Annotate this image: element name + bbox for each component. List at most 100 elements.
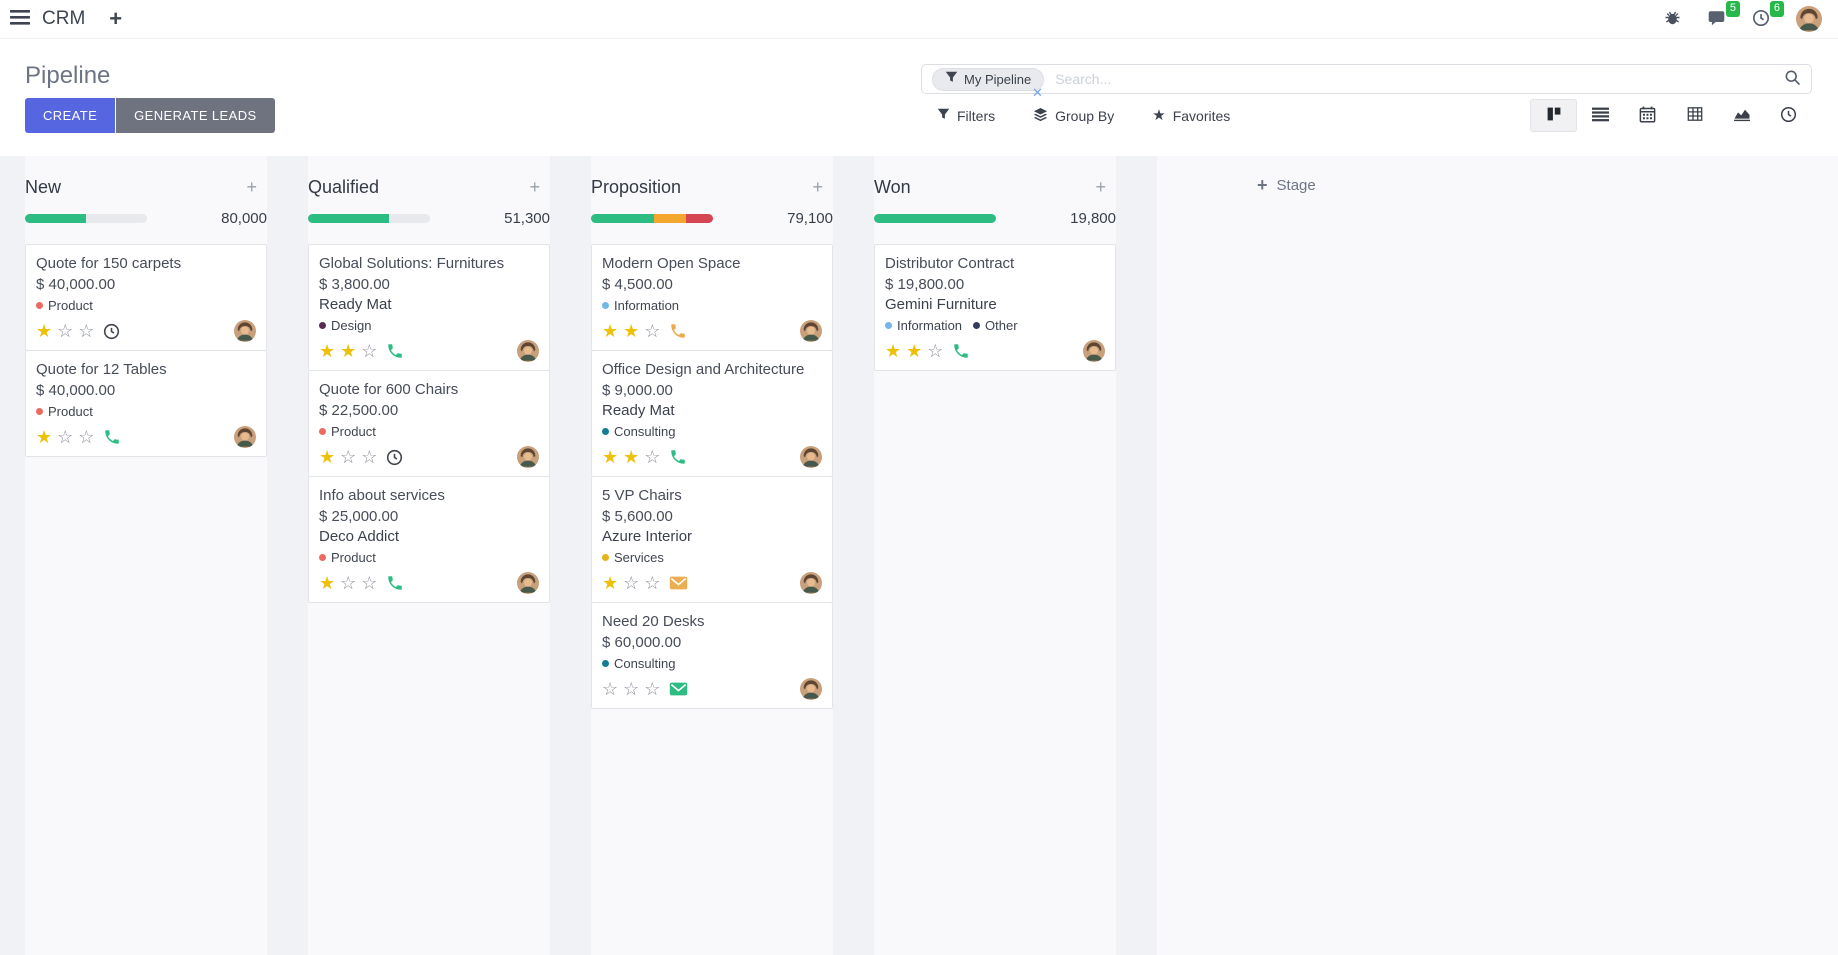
- search-submit-button[interactable]: [1784, 69, 1801, 89]
- messages-button[interactable]: 5: [1707, 0, 1740, 30]
- kanban-card[interactable]: 5 VP Chairs $ 5,600.00 Azure Interior Servi…: [591, 476, 833, 603]
- kanban-card[interactable]: Office Design and Architecture $ 9,000.00…: [591, 350, 833, 477]
- phone-icon[interactable]: [952, 342, 970, 360]
- kanban-card[interactable]: Modern Open Space $ 4,500.00 Information ★ ★…: [591, 244, 833, 351]
- progress-segment[interactable]: [686, 214, 713, 223]
- plus-icon[interactable]: +: [109, 6, 123, 31]
- search-input[interactable]: [1053, 70, 1776, 88]
- star-icon[interactable]: ★: [319, 447, 336, 467]
- star-icon[interactable]: ★: [602, 447, 619, 467]
- view-activity-button[interactable]: [1765, 99, 1812, 132]
- star-icon[interactable]: ☆: [57, 427, 74, 447]
- envelope-icon[interactable]: [669, 575, 688, 591]
- view-switcher: [1530, 99, 1812, 132]
- search-facet-my-pipeline[interactable]: My Pipeline: [932, 67, 1045, 91]
- clock-icon[interactable]: [386, 449, 403, 466]
- progress-segment[interactable]: [388, 214, 430, 223]
- app-name[interactable]: CRM: [42, 8, 86, 29]
- star-icon[interactable]: ★: [906, 341, 923, 361]
- progress-segment[interactable]: [25, 214, 86, 223]
- phone-icon[interactable]: [669, 448, 687, 466]
- stage-progressbar[interactable]: [308, 214, 430, 223]
- star-icon[interactable]: ☆: [57, 321, 74, 341]
- stage-total: 79,100: [787, 210, 833, 227]
- star-icon[interactable]: ★: [602, 573, 619, 593]
- progress-segment[interactable]: [86, 214, 147, 223]
- phone-icon[interactable]: [103, 428, 121, 446]
- progress-segment[interactable]: [654, 214, 687, 223]
- star-icon[interactable]: ☆: [78, 321, 95, 341]
- hamburger-icon: [10, 10, 30, 28]
- star-icon[interactable]: ☆: [361, 573, 378, 593]
- card-amount: $ 40,000.00: [36, 382, 116, 399]
- star-icon[interactable]: ★: [319, 573, 336, 593]
- star-icon[interactable]: ☆: [340, 447, 357, 467]
- kanban-card[interactable]: Quote for 150 carpets $ 40,000.00 Product ★…: [25, 244, 267, 351]
- star-icon[interactable]: ★: [623, 321, 640, 341]
- remove-facet-icon[interactable]: ✕: [1032, 85, 1043, 100]
- star-icon[interactable]: ☆: [927, 341, 944, 361]
- envelope-icon[interactable]: [669, 681, 688, 697]
- view-kanban-button[interactable]: [1530, 99, 1577, 132]
- favorites-dropdown[interactable]: ★ Favorites: [1152, 107, 1230, 125]
- view-graph-button[interactable]: [1718, 99, 1765, 132]
- kanban-card[interactable]: Info about services $ 25,000.00 Deco Addic…: [308, 476, 550, 603]
- activities-button[interactable]: 6: [1752, 0, 1784, 30]
- stage-progressbar[interactable]: [25, 214, 147, 223]
- star-icon[interactable]: ★: [623, 447, 640, 467]
- salesperson-avatar: [234, 320, 256, 342]
- phone-icon[interactable]: [386, 342, 404, 360]
- phone-icon[interactable]: [669, 322, 687, 340]
- star-icon[interactable]: ☆: [340, 573, 357, 593]
- star-icon[interactable]: ☆: [623, 573, 640, 593]
- star-icon[interactable]: ★: [36, 427, 53, 447]
- create-button[interactable]: CREATE: [25, 98, 116, 133]
- progress-segment[interactable]: [591, 214, 655, 223]
- progress-segment[interactable]: [308, 214, 389, 223]
- quick-add-button[interactable]: +: [812, 177, 823, 197]
- group-by-dropdown[interactable]: Group By: [1033, 107, 1114, 125]
- view-calendar-button[interactable]: [1624, 99, 1671, 132]
- avatar-image: [1796, 6, 1822, 32]
- quick-add-button[interactable]: +: [1095, 177, 1106, 197]
- card-amount: $ 9,000.00: [602, 382, 673, 399]
- view-pivot-button[interactable]: [1671, 99, 1718, 132]
- kanban-card[interactable]: Quote for 600 Chairs $ 22,500.00 Product ★ ☆…: [308, 370, 550, 477]
- card-tags: Consulting: [602, 654, 822, 672]
- chat-bubble-icon: [1707, 9, 1726, 30]
- view-list-button[interactable]: [1577, 99, 1624, 132]
- clock-icon[interactable]: [103, 323, 120, 340]
- stage-progressbar[interactable]: [874, 214, 996, 223]
- star-icon[interactable]: ☆: [644, 321, 661, 341]
- star-icon[interactable]: ★: [36, 321, 53, 341]
- filters-dropdown[interactable]: Filters: [937, 107, 995, 125]
- kanban-card[interactable]: Need 20 Desks $ 60,000.00 Consulting ☆ ☆ ☆: [591, 602, 833, 709]
- star-icon[interactable]: ☆: [623, 679, 640, 699]
- star-icon[interactable]: ☆: [361, 341, 378, 361]
- star-icon[interactable]: ☆: [361, 447, 378, 467]
- apps-menu-button[interactable]: [10, 10, 30, 28]
- star-icon[interactable]: ★: [319, 341, 336, 361]
- stage-progressbar[interactable]: [591, 214, 713, 223]
- kanban-card[interactable]: Quote for 12 Tables $ 40,000.00 Product ★ ☆ ☆: [25, 350, 267, 457]
- star-icon[interactable]: ☆: [644, 679, 661, 699]
- star-icon[interactable]: ☆: [644, 573, 661, 593]
- star-icon[interactable]: ★: [340, 341, 357, 361]
- add-stage-button[interactable]: + Stage: [1257, 176, 1316, 194]
- star-icon[interactable]: ☆: [644, 447, 661, 467]
- quick-add-button[interactable]: +: [529, 177, 540, 197]
- progress-segment[interactable]: [874, 214, 996, 223]
- kanban-card[interactable]: Distributor Contract $ 19,800.00 Gemini Fu…: [874, 244, 1116, 371]
- generate-leads-button[interactable]: GENERATE LEADS: [116, 98, 275, 133]
- star-icon[interactable]: ★: [885, 341, 902, 361]
- star-icon[interactable]: ☆: [78, 427, 95, 447]
- debug-button[interactable]: [1664, 9, 1681, 29]
- search-box[interactable]: My Pipeline ✕: [921, 64, 1812, 99]
- phone-icon[interactable]: [386, 574, 404, 592]
- star-icon[interactable]: ☆: [602, 679, 619, 699]
- user-menu-avatar[interactable]: [1796, 6, 1822, 32]
- star-icon[interactable]: ★: [602, 321, 619, 341]
- salesperson-avatar: [517, 446, 539, 468]
- quick-add-button[interactable]: +: [246, 177, 257, 197]
- kanban-card[interactable]: Global Solutions: Furnitures $ 3,800.00 Re…: [308, 244, 550, 371]
